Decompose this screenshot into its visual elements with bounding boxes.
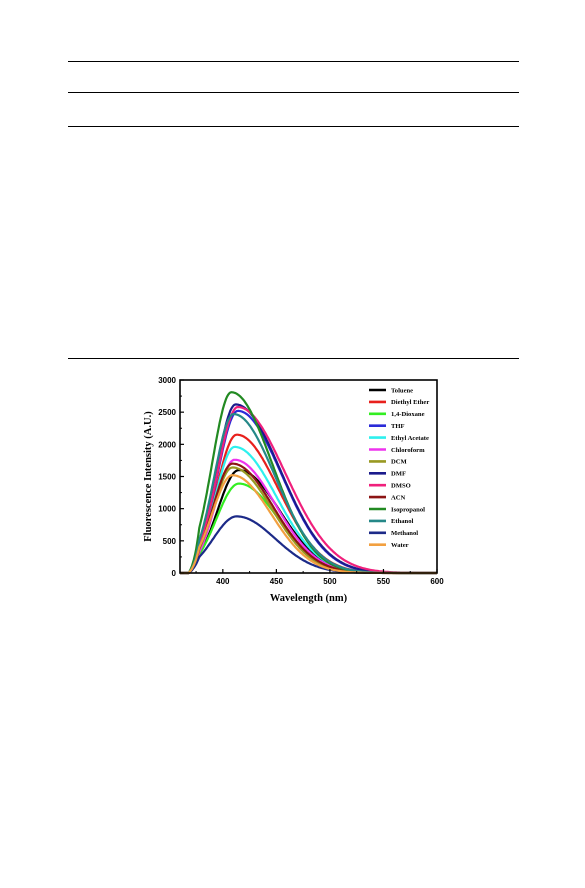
y-tick-label: 3000	[158, 376, 176, 385]
legend-label: Diethyl Ether	[391, 399, 429, 406]
x-tick-label: 450	[270, 577, 284, 586]
legend-label: Ethyl Acetate	[391, 435, 429, 442]
x-axis-title: Wavelength (nm)	[270, 593, 348, 604]
table-body-rule	[68, 126, 519, 127]
legend-label: Ethanol	[391, 518, 414, 525]
y-tick-label: 1500	[158, 473, 176, 482]
legend-label: DCM	[391, 459, 408, 466]
legend-label: Isopropanol	[391, 506, 425, 513]
x-tick-label: 550	[377, 577, 391, 586]
legend-label: ACN	[391, 494, 406, 501]
y-tick-label: 2000	[158, 440, 176, 449]
table-header-rule	[68, 92, 519, 93]
table-top-rule	[68, 61, 519, 62]
y-tick-label: 0	[172, 569, 177, 578]
legend: Toluene Diethyl Ether 1,4-Dioxane THF Ethyl …	[369, 387, 429, 549]
y-axis-title: Fluorescence Intensity (A.U.)	[143, 411, 154, 542]
table-bottom-rule	[68, 358, 519, 359]
legend-label: DMF	[391, 471, 406, 478]
y-tick-label: 1000	[158, 505, 176, 514]
legend-label: THF	[391, 423, 405, 430]
y-tick-label: 500	[163, 537, 177, 546]
legend-label: DMSO	[391, 483, 411, 490]
axis-ticks: 400 450 500 550 600 0 500 1000 1500 2000 2500 3000	[158, 376, 444, 586]
legend-label: Toluene	[391, 387, 413, 394]
y-tick-label: 2500	[158, 408, 176, 417]
x-tick-label: 500	[323, 577, 337, 586]
legend-label: Chloroform	[391, 447, 425, 454]
legend-label: 1,4-Dioxane	[391, 411, 425, 418]
x-tick-label: 600	[430, 577, 444, 586]
x-tick-label: 400	[216, 577, 230, 586]
legend-label: Water	[391, 542, 409, 549]
legend-label: Methanol	[391, 530, 418, 537]
